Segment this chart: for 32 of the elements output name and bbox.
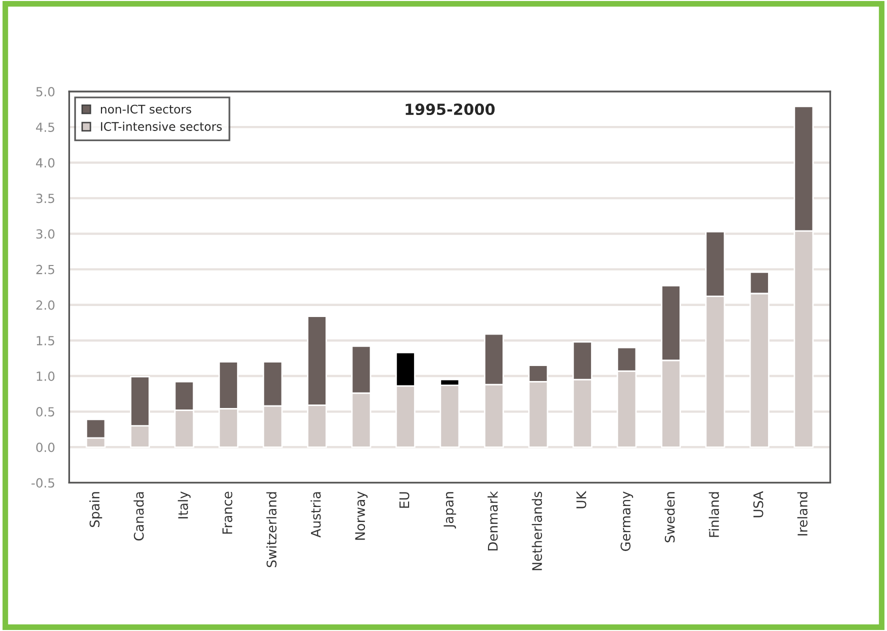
y-tick-label: 4.5 [36, 122, 54, 132]
y-tick-label: 3.5 [36, 194, 54, 204]
y-tick-label: 3.0 [36, 229, 54, 239]
x-tick-label: Netherlands [532, 492, 542, 570]
x-tick-label: Spain [89, 492, 102, 528]
y-tick-label: 0.5 [36, 407, 54, 417]
y-tick-label: 5.0 [36, 86, 54, 96]
x-tick-label: France [222, 492, 232, 534]
x-tick-label: Finland [708, 492, 720, 537]
y-tick-label: 2.5 [36, 264, 54, 274]
x-tick-label: Japan [444, 492, 456, 529]
y-tick-label: 1.5 [36, 336, 54, 346]
x-tick-label: UK [576, 490, 586, 508]
x-tick-label: Denmark [488, 491, 498, 550]
y-tick-label: 4.0 [36, 158, 54, 168]
y-tick-label: 0.0 [36, 442, 54, 452]
y-tick-label: 1.0 [36, 371, 54, 381]
x-tick-label: Canada [134, 492, 144, 541]
y-tick-label: 2.0 [36, 300, 54, 310]
x-tick-label: USA [753, 491, 764, 518]
x-tick-label: Germany [620, 491, 634, 551]
x-tick-label: Italy [178, 491, 191, 518]
x-tick-label: Sweden [664, 492, 675, 542]
legend-label: non-ICT sectors [100, 104, 192, 114]
x-tick-label: Austria [310, 492, 321, 538]
x-tick-label: EU [399, 492, 410, 508]
x-tick-label: Switzerland [266, 492, 277, 568]
text: 1995-2000 [406, 104, 495, 116]
x-tick-label: Ireland [797, 492, 808, 536]
x-tick-label: Norway [355, 491, 368, 540]
y-tick-label: -0.5 [32, 478, 54, 488]
legend-label: ICT-intensive sectors [101, 122, 222, 131]
